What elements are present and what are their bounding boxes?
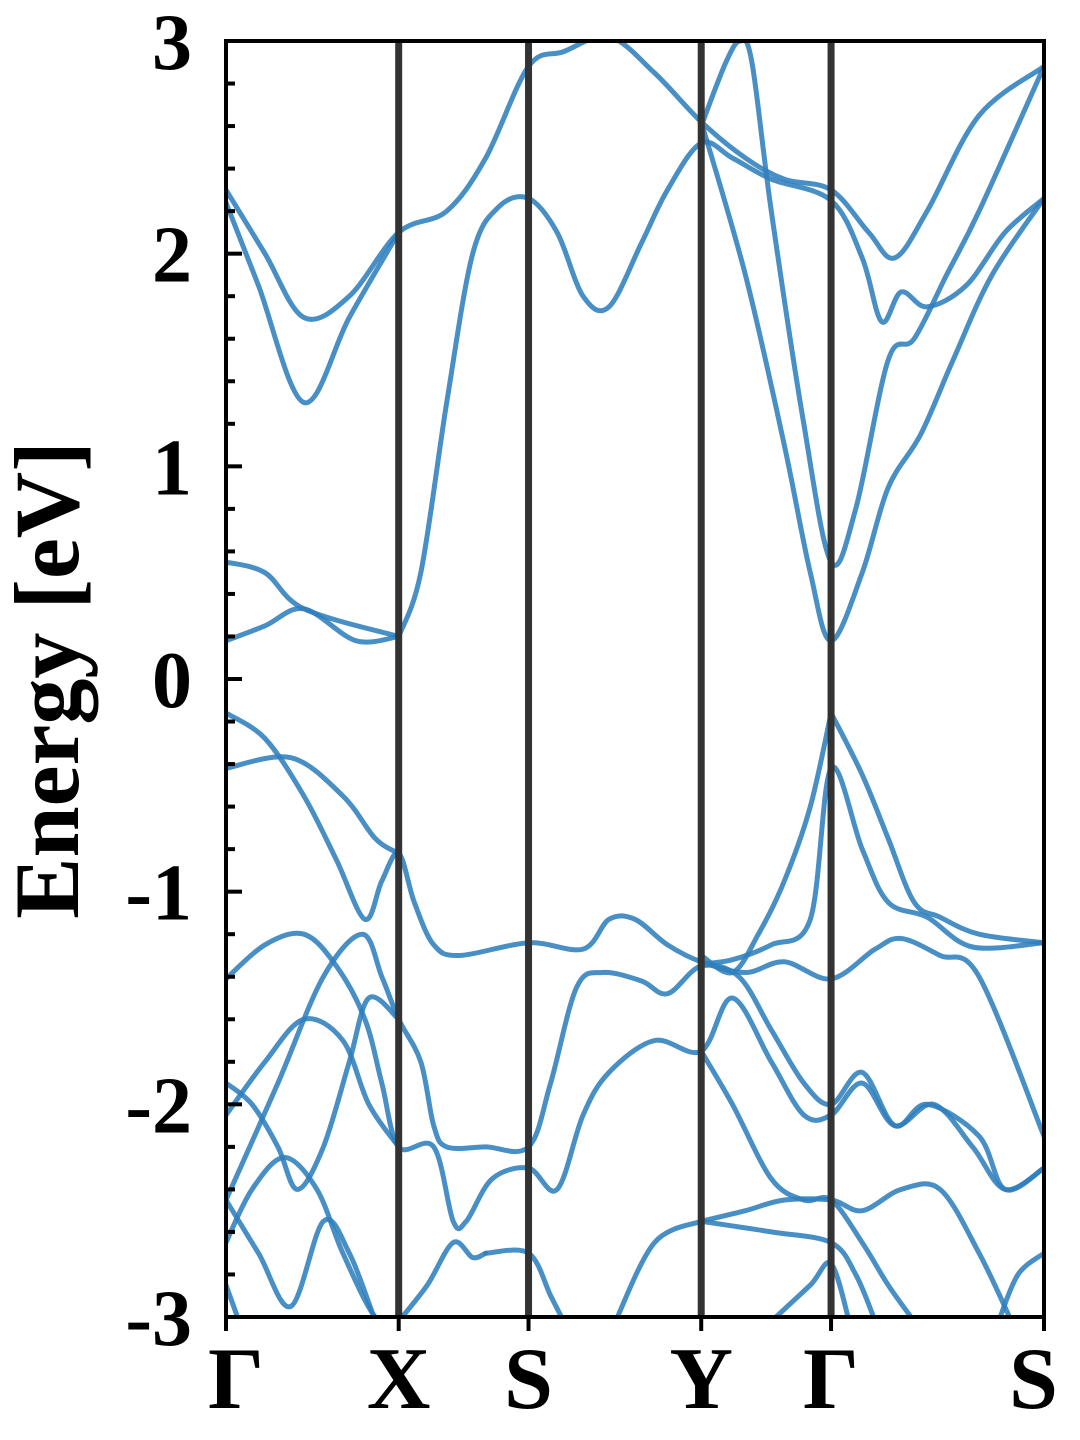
band-line-14 [226,931,1044,1203]
y-axis-title: Energy [eV] [0,441,98,919]
x-tick-label: S [504,1331,553,1428]
y-tick-label: -3 [125,1275,192,1363]
y-tick-label: 1 [152,424,192,512]
plot-frame [224,39,1046,1319]
x-tick-label: Γ [803,1331,859,1428]
y-tick-label: 2 [152,212,192,300]
band-line-19 [614,1218,704,1317]
band-lines [226,41,1044,1317]
band-line-10 [698,764,1044,967]
band-line-24 [226,1197,377,1317]
x-tick-label: X [367,1331,431,1428]
y-axis-ticks [224,39,1046,1331]
band-line-26 [997,1250,1044,1317]
y-tick-label: 0 [152,637,192,725]
band-line-17 [698,1181,1013,1317]
band-line-7 [226,710,1044,1139]
band-line-8 [226,754,402,856]
band-line-13 [226,1016,402,1150]
band-line-21 [398,1239,489,1317]
band-line-20 [483,1247,565,1317]
band-line-1 [226,200,402,406]
band-line-2 [396,139,1044,639]
x-tick-label: S [1009,1331,1058,1428]
band-line-9 [828,710,1044,946]
band-line-6 [226,606,402,645]
band-line-5 [226,559,402,639]
y-tick-label: 3 [152,0,192,87]
band-line-4 [698,119,1044,644]
x-tick-label: Y [669,1331,733,1428]
band-line-0 [226,41,1044,322]
band-line-11 [698,710,834,976]
y-tick-label: -1 [125,850,192,938]
high-symmetry-lines [395,41,835,1317]
x-tick-label: Γ [208,1331,264,1428]
band-line-25 [772,1260,851,1317]
y-axis-tick-labels: 3 2 1 0 -1 -2 -3 [125,0,192,1363]
band-line-15 [226,994,402,1192]
y-tick-label: -2 [125,1062,192,1150]
